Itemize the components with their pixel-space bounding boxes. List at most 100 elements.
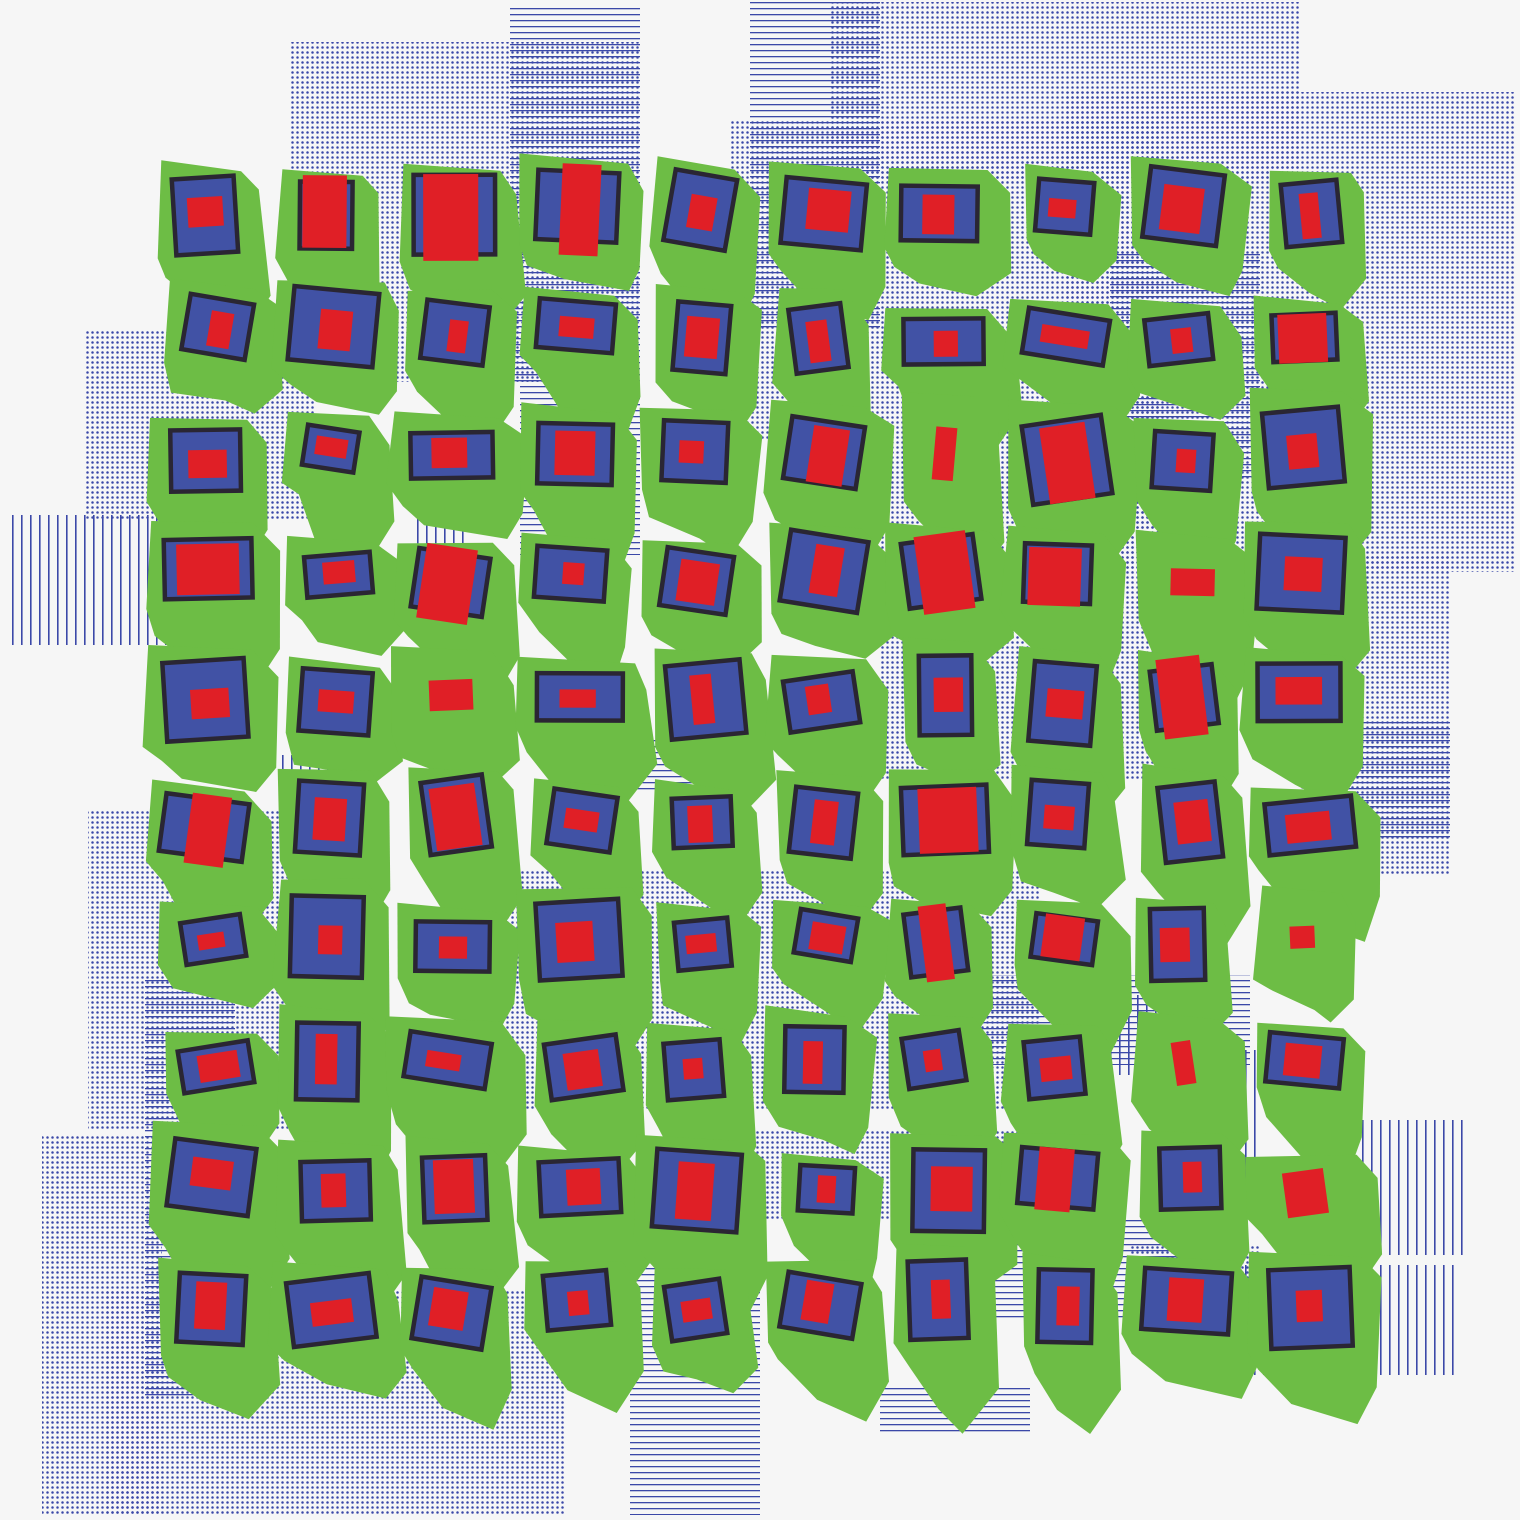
tile-core [1289,925,1316,949]
tile-core [1281,1167,1329,1219]
tile [1019,305,1113,369]
tile [287,893,367,981]
tile-core [565,1167,602,1206]
tile [1138,1265,1235,1337]
tile [1170,568,1215,597]
tile-core [424,1049,462,1072]
tile [534,420,616,488]
tile-core [1056,1286,1080,1326]
tile [417,297,493,369]
tile-core [1158,183,1205,235]
tile-core [314,1033,338,1085]
tile-core [802,1041,824,1084]
tile [1139,163,1228,249]
tile-core [930,1166,973,1212]
tile [1262,1029,1347,1091]
tile-core [432,1158,476,1215]
tile [1289,925,1316,949]
tile [1020,540,1095,607]
tile [408,429,496,481]
tile [649,1146,745,1235]
tile [156,790,252,868]
tile [532,163,622,257]
tile [1265,1264,1356,1352]
tile [1014,1144,1101,1213]
tile-core [1027,546,1082,607]
tile-core [1295,1289,1324,1323]
tile-core [1166,1277,1205,1323]
tile-core [805,425,851,487]
tile [413,919,493,974]
tile [785,300,852,377]
tile-core [188,449,228,479]
tile-core [800,1279,835,1324]
tile-core [913,530,976,615]
tile-core [186,196,224,228]
tile [780,668,863,736]
tile [910,1147,988,1235]
tile [283,1270,380,1350]
tile-core [1169,327,1194,355]
tile-core [917,903,955,983]
tile [669,793,736,851]
tile [301,549,376,601]
tile [1025,658,1100,749]
tile [781,1023,847,1096]
tile [178,291,257,363]
tile [292,778,367,858]
tile [1024,777,1092,851]
tile [408,542,494,625]
tile [1255,661,1343,724]
tile-core [933,677,964,713]
tile [791,906,861,965]
tile-core [1047,197,1077,219]
tile [297,175,355,252]
tile-core [428,678,474,712]
tile [1156,1144,1224,1213]
tile-core [558,163,602,257]
tile [1170,1040,1197,1086]
tile-core [554,430,596,476]
tile [1154,779,1226,866]
tile-layer [156,163,1359,1353]
tile-core [427,1286,469,1331]
tile-core [685,193,718,232]
tile-core [1159,927,1191,963]
tile-core [416,542,478,625]
tile-core [1173,798,1213,845]
tile-core [431,437,468,469]
tile-core [1039,1055,1073,1083]
tile [660,166,740,254]
tile [543,785,621,856]
tile-core [193,1281,228,1331]
tile [417,771,495,858]
tile [898,782,992,858]
tile [173,1270,249,1348]
tile [656,544,737,618]
tile-core [678,440,705,464]
tile [531,543,610,604]
tile [1149,428,1216,494]
tile-core [1175,448,1197,474]
tile [898,183,981,244]
tile [916,653,975,738]
tile [671,915,735,974]
tile [1021,1034,1089,1102]
tile [534,670,626,723]
halo-shape [391,646,520,788]
tile-core [922,1048,944,1073]
tile-core [1275,676,1323,705]
tile-core [1039,323,1090,350]
tile-core [322,560,356,585]
halo-shape [1253,885,1356,1023]
tile [1147,654,1222,740]
tile [177,911,249,968]
tile-core [317,925,343,955]
tile [1141,310,1216,369]
tile-core [428,782,483,852]
tile [1281,1167,1329,1219]
tile-core [917,786,979,854]
tile [1259,404,1348,491]
tile-core [1286,433,1320,470]
